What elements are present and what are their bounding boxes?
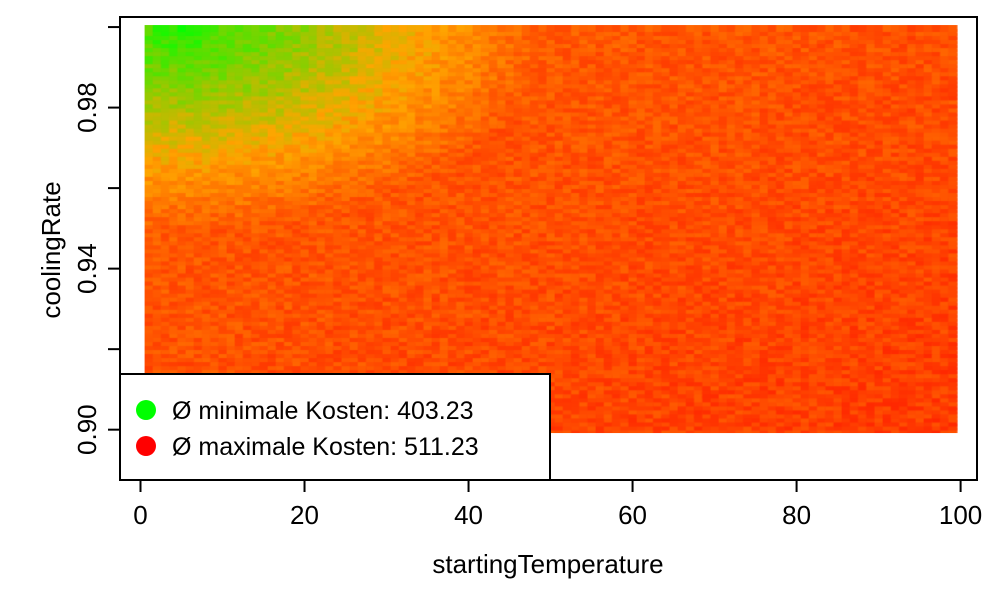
y-tick-label: 0.90	[72, 404, 102, 455]
x-tick-label: 0	[133, 500, 147, 530]
legend-box	[119, 373, 551, 481]
legend-label: Ø maximale Kosten: 511.23	[172, 433, 479, 461]
y-tick-label: 0.98	[72, 82, 102, 133]
y-tick-label: 0.94	[72, 243, 102, 294]
x-tick-label: 100	[939, 500, 982, 530]
legend: Ø minimale Kosten: 403.23 Ø maximale Kost…	[119, 373, 551, 481]
heatmap-image	[144, 25, 959, 434]
x-tick-label: 20	[290, 500, 319, 530]
x-tick-label: 80	[782, 500, 811, 530]
heatmap-cells	[144, 25, 959, 434]
y-axis-label: coolingRate	[36, 181, 66, 318]
x-tick-label: 60	[618, 500, 647, 530]
x-tick-label: 40	[454, 500, 483, 530]
legend-marker	[136, 436, 156, 456]
legend-marker	[136, 400, 156, 420]
legend-label: Ø minimale Kosten: 403.23	[172, 397, 474, 425]
x-axis-label: startingTemperature	[432, 549, 663, 579]
